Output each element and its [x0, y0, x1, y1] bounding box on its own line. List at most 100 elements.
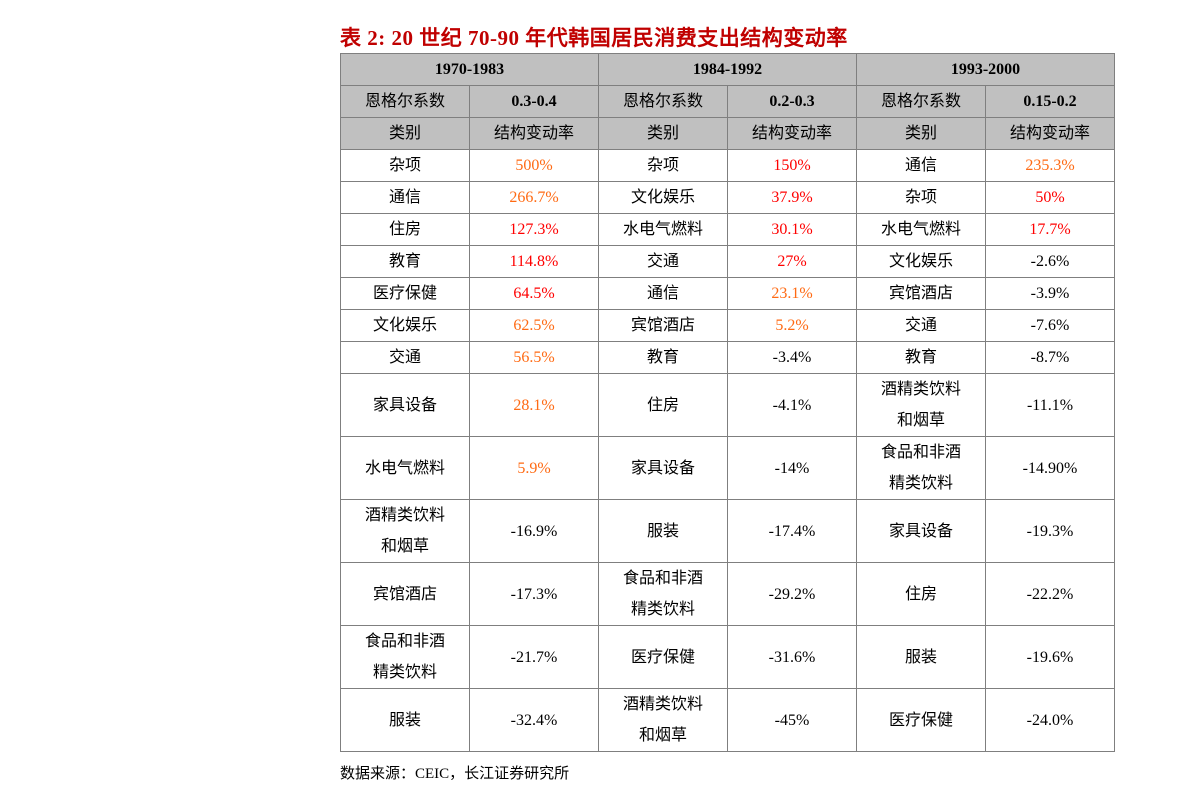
engel-label: 恩格尔系数 — [598, 85, 728, 118]
table-row: 杂项 500% 杂项 150% 通信 235.3% — [340, 149, 1115, 182]
table-row: 交通 56.5% 教育 -3.4% 教育 -8.7% — [340, 341, 1115, 374]
table-row: 宾馆酒店 -17.3% 食品和非酒 精类饮料 -29.2% 住房 -22.2% — [340, 562, 1115, 626]
rate-cell: 500% — [469, 149, 599, 182]
source-note: 数据来源：CEIC，长江证券研究所 — [340, 766, 570, 782]
category-cell: 食品和非酒 精类饮料 — [598, 562, 728, 626]
table-row: 食品和非酒 精类饮料 -21.7% 医疗保健 -31.6% 服装 -19.6% — [340, 625, 1115, 689]
column-header-category: 类别 — [598, 117, 728, 150]
category-cell: 家具设备 — [340, 373, 470, 437]
category-cell: 酒精类饮料 和烟草 — [856, 373, 986, 437]
engel-value: 0.2-0.3 — [727, 85, 857, 118]
rate-cell: -29.2% — [727, 562, 857, 626]
category-cell: 家具设备 — [598, 436, 728, 500]
category-cell: 教育 — [856, 341, 986, 374]
rate-cell: 62.5% — [469, 309, 599, 342]
rate-cell: -32.4% — [469, 688, 599, 752]
category-cell: 医疗保健 — [598, 625, 728, 689]
period-header-row: 1970-1983 1984-1992 1993-2000 — [340, 53, 1115, 86]
category-cell: 杂项 — [598, 149, 728, 182]
rate-cell: 114.8% — [469, 245, 599, 278]
category-cell: 杂项 — [856, 181, 986, 214]
category-cell: 交通 — [598, 245, 728, 278]
rate-cell: -7.6% — [985, 309, 1115, 342]
category-cell: 教育 — [598, 341, 728, 374]
category-cell: 住房 — [856, 562, 986, 626]
category-cell: 食品和非酒 精类饮料 — [340, 625, 470, 689]
rate-cell: 127.3% — [469, 213, 599, 246]
category-cell: 水电气燃料 — [340, 436, 470, 500]
category-cell: 住房 — [340, 213, 470, 246]
table-row: 文化娱乐 62.5% 宾馆酒店 5.2% 交通 -7.6% — [340, 309, 1115, 342]
table-row: 通信 266.7% 文化娱乐 37.9% 杂项 50% — [340, 181, 1115, 214]
column-header-rate: 结构变动率 — [469, 117, 599, 150]
rate-cell: 235.3% — [985, 149, 1115, 182]
category-cell: 文化娱乐 — [340, 309, 470, 342]
period-header: 1970-1983 — [340, 53, 599, 86]
period-header: 1984-1992 — [598, 53, 857, 86]
rate-cell: -16.9% — [469, 499, 599, 563]
rate-cell: -3.4% — [727, 341, 857, 374]
category-cell: 交通 — [856, 309, 986, 342]
category-cell: 医疗保健 — [856, 688, 986, 752]
category-cell: 通信 — [340, 181, 470, 214]
category-cell: 酒精类饮料 和烟草 — [598, 688, 728, 752]
period-header: 1993-2000 — [856, 53, 1115, 86]
rate-cell: -3.9% — [985, 277, 1115, 310]
category-cell: 杂项 — [340, 149, 470, 182]
rate-cell: 37.9% — [727, 181, 857, 214]
column-header-row: 类别 结构变动率 类别 结构变动率 类别 结构变动率 — [340, 117, 1115, 150]
rate-cell: -2.6% — [985, 245, 1115, 278]
table-row: 医疗保健 64.5% 通信 23.1% 宾馆酒店 -3.9% — [340, 277, 1115, 310]
category-cell: 水电气燃料 — [598, 213, 728, 246]
rate-cell: 50% — [985, 181, 1115, 214]
rate-cell: 266.7% — [469, 181, 599, 214]
rate-cell: 150% — [727, 149, 857, 182]
category-cell: 通信 — [598, 277, 728, 310]
category-cell: 食品和非酒 精类饮料 — [856, 436, 986, 500]
column-header-rate: 结构变动率 — [727, 117, 857, 150]
category-cell: 服装 — [856, 625, 986, 689]
engel-row: 恩格尔系数 0.3-0.4 恩格尔系数 0.2-0.3 恩格尔系数 0.15-0.2 — [340, 85, 1115, 118]
column-header-category: 类别 — [856, 117, 986, 150]
category-cell: 服装 — [598, 499, 728, 563]
rate-cell: -31.6% — [727, 625, 857, 689]
rate-cell: -21.7% — [469, 625, 599, 689]
category-cell: 住房 — [598, 373, 728, 437]
table-row: 水电气燃料 5.9% 家具设备 -14% 食品和非酒 精类饮料 -14.90% — [340, 436, 1115, 500]
column-header-rate: 结构变动率 — [985, 117, 1115, 150]
rate-cell: -19.6% — [985, 625, 1115, 689]
engel-label: 恩格尔系数 — [856, 85, 986, 118]
rate-cell: -19.3% — [985, 499, 1115, 563]
category-cell: 文化娱乐 — [598, 181, 728, 214]
rate-cell: -14% — [727, 436, 857, 500]
rate-cell: 64.5% — [469, 277, 599, 310]
category-cell: 通信 — [856, 149, 986, 182]
rate-cell: -17.3% — [469, 562, 599, 626]
rate-cell: 56.5% — [469, 341, 599, 374]
table-row: 教育 114.8% 交通 27% 文化娱乐 -2.6% — [340, 245, 1115, 278]
rate-cell: -11.1% — [985, 373, 1115, 437]
category-cell: 教育 — [340, 245, 470, 278]
rate-cell: 5.9% — [469, 436, 599, 500]
category-cell: 文化娱乐 — [856, 245, 986, 278]
rate-cell: 30.1% — [727, 213, 857, 246]
engel-value: 0.15-0.2 — [985, 85, 1115, 118]
rate-cell: -17.4% — [727, 499, 857, 563]
category-cell: 酒精类饮料 和烟草 — [340, 499, 470, 563]
rate-cell: 17.7% — [985, 213, 1115, 246]
engel-label: 恩格尔系数 — [340, 85, 470, 118]
table-row: 服装 -32.4% 酒精类饮料 和烟草 -45% 医疗保健 -24.0% — [340, 688, 1115, 752]
category-cell: 家具设备 — [856, 499, 986, 563]
rate-cell: -45% — [727, 688, 857, 752]
category-cell: 医疗保健 — [340, 277, 470, 310]
rate-cell: -4.1% — [727, 373, 857, 437]
rate-cell: 5.2% — [727, 309, 857, 342]
table-row: 酒精类饮料 和烟草 -16.9% 服装 -17.4% 家具设备 -19.3% — [340, 499, 1115, 563]
category-cell: 宾馆酒店 — [856, 277, 986, 310]
column-header-category: 类别 — [340, 117, 470, 150]
category-cell: 宾馆酒店 — [340, 562, 470, 626]
engel-value: 0.3-0.4 — [469, 85, 599, 118]
rate-cell: -22.2% — [985, 562, 1115, 626]
table-row: 家具设备 28.1% 住房 -4.1% 酒精类饮料 和烟草 -11.1% — [340, 373, 1115, 437]
rate-cell: 28.1% — [469, 373, 599, 437]
